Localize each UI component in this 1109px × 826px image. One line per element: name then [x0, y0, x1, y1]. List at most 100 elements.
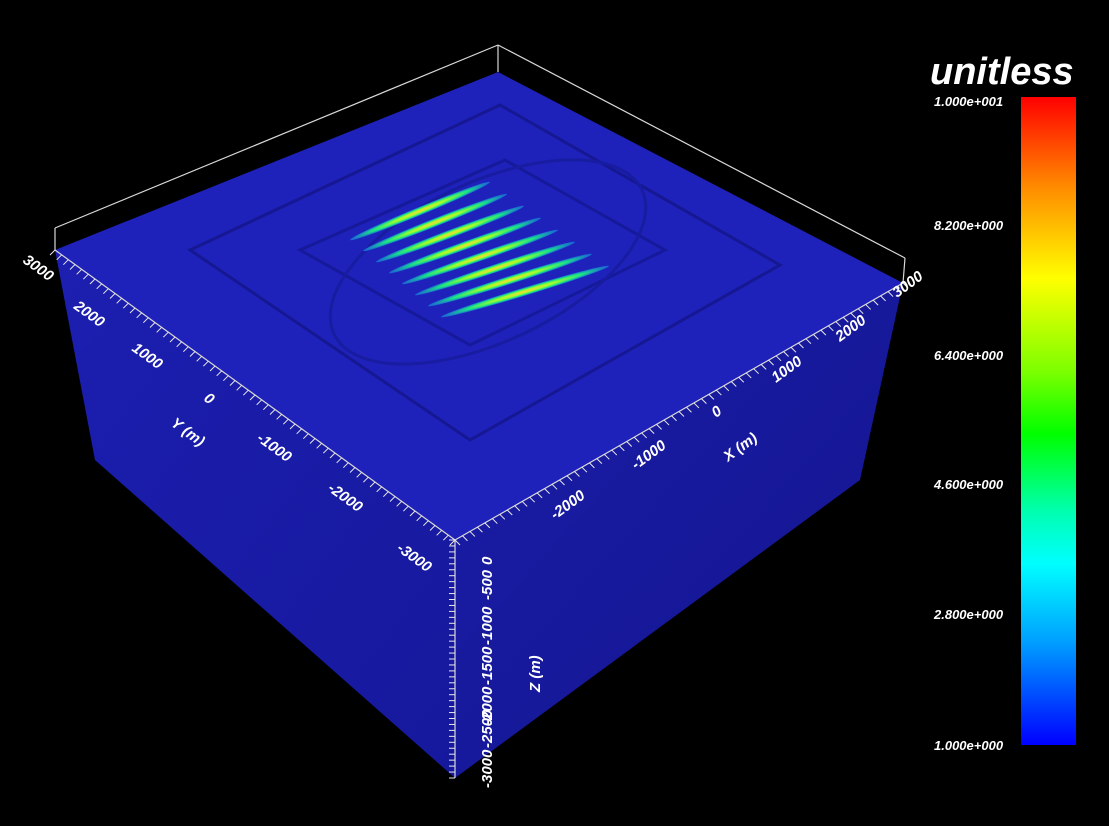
axis-tick — [842, 316, 849, 323]
axis-tick — [536, 492, 543, 499]
axis-tick — [574, 471, 580, 477]
axis-tick — [529, 496, 536, 503]
axis-tick — [835, 321, 842, 327]
z-tick-label: -1000 — [479, 606, 496, 645]
axis-tick — [296, 428, 303, 435]
axis-tick — [336, 457, 343, 464]
axis-tick — [656, 423, 662, 430]
axis-tick — [96, 283, 103, 290]
axis-tick — [671, 415, 677, 422]
axis-tick — [596, 458, 603, 464]
axis-tick — [895, 286, 901, 293]
axis-tick — [589, 462, 595, 469]
inner-footprint — [186, 103, 784, 442]
data-stripe — [440, 265, 610, 318]
axis-tick — [760, 364, 767, 370]
axis-tick — [693, 402, 700, 409]
data-stripe — [401, 229, 559, 285]
axis-tick — [521, 501, 528, 507]
axis-tick — [730, 381, 737, 387]
axis-tick — [362, 476, 369, 483]
data-stripe — [427, 253, 593, 307]
data-stripe — [414, 241, 576, 296]
axis-tick — [603, 453, 610, 460]
axis-tick — [276, 413, 283, 420]
y-tick-label: 3000 — [20, 251, 58, 285]
axis-tick — [484, 522, 491, 529]
axis-ticks — [49, 249, 909, 779]
axis-tick — [76, 268, 83, 275]
axis-tick — [256, 399, 263, 406]
axis-tick — [349, 467, 356, 473]
axis-tick — [422, 520, 429, 527]
data-stripe — [349, 181, 491, 241]
axis-tick — [462, 535, 468, 542]
axis-tick — [745, 372, 752, 379]
axis-tick — [559, 479, 565, 486]
axis-tick — [236, 384, 243, 391]
axis-tick — [805, 338, 812, 345]
axis-tick — [618, 445, 625, 452]
axis-tick — [116, 297, 123, 304]
axis-tick — [436, 529, 443, 536]
axis-tick — [342, 462, 349, 469]
axis-tick — [768, 359, 774, 366]
axis-tick — [62, 259, 69, 266]
colorbar-tick-label: 6.400e+000 — [934, 348, 1004, 363]
axis-tick — [686, 406, 692, 413]
axis-tick — [491, 518, 498, 524]
data-stripe — [388, 217, 542, 274]
volume-right-face — [455, 283, 903, 778]
axis-tick — [738, 376, 745, 383]
axis-tick — [775, 355, 782, 362]
axis-tick — [416, 515, 423, 522]
axis-tick — [396, 500, 403, 507]
z-tick-label: -2000 — [479, 686, 496, 725]
axis-tick — [129, 307, 136, 314]
axis-tick — [242, 389, 249, 396]
axis-tick — [880, 295, 886, 302]
axis-tick — [282, 418, 289, 425]
axis-tick — [249, 394, 256, 401]
axis-tick — [202, 360, 209, 367]
axis-tick — [156, 326, 163, 333]
axis-tick — [798, 342, 804, 349]
axis-tick — [182, 346, 189, 353]
data-stripe — [362, 193, 508, 252]
axis-tick — [469, 531, 476, 537]
axis-tick — [641, 432, 648, 439]
axis-tick — [566, 475, 573, 482]
colorbar-tick-label: 1.000e+001 — [934, 94, 1004, 109]
axis-tick — [753, 368, 760, 375]
axis-tick — [262, 404, 269, 411]
colorbar-tick-label: 8.200e+000 — [934, 218, 1004, 233]
axis-tick — [196, 355, 203, 362]
data-stripe — [375, 205, 525, 263]
colorbar — [1021, 97, 1076, 745]
axis-tick — [850, 312, 857, 319]
z-tick-label: -2500 — [479, 709, 496, 748]
axis-tick — [708, 394, 715, 400]
axis-tick — [209, 365, 216, 372]
axis-tick — [389, 496, 396, 502]
axis-tick — [857, 308, 864, 315]
axis-tick — [176, 341, 183, 348]
axis-tick — [82, 273, 89, 280]
axis-tick — [409, 510, 416, 517]
axis-tick — [376, 486, 383, 493]
axis-tick — [442, 534, 449, 541]
axis-tick — [514, 505, 521, 512]
axis-tick — [872, 299, 879, 306]
axis-tick — [678, 411, 685, 417]
axis-tick — [136, 312, 143, 319]
axis-tick — [611, 449, 618, 456]
volume-left-face — [55, 250, 455, 778]
axis-tick — [506, 509, 513, 516]
axis-tick — [887, 291, 894, 297]
axis-tick — [56, 254, 63, 261]
axis-tick — [783, 351, 789, 357]
axis-tick — [633, 436, 640, 443]
axis-tick — [827, 325, 834, 332]
axis-tick — [289, 423, 296, 430]
